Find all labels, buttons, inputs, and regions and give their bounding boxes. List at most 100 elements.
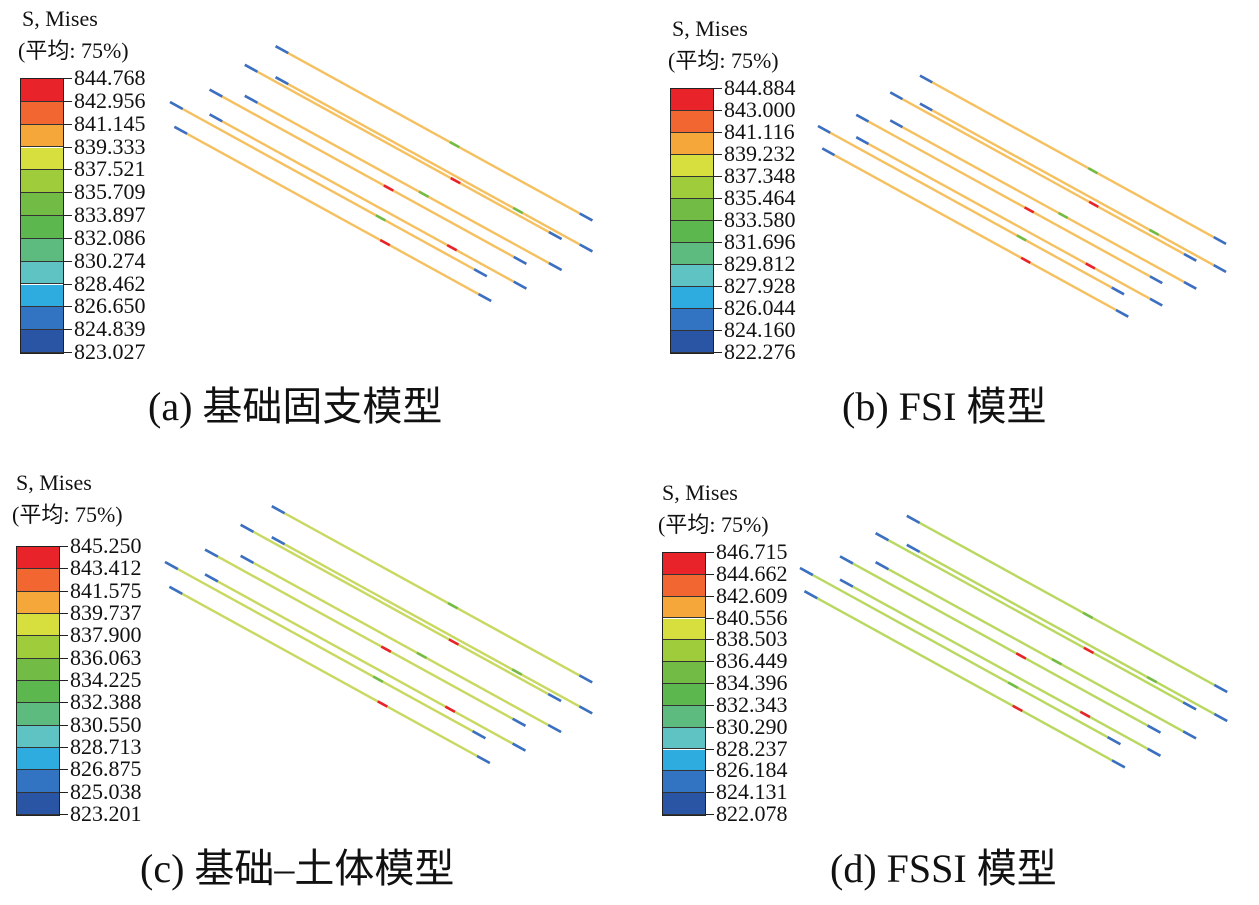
strand-end bbox=[244, 94, 259, 104]
legend-value: 837.521 bbox=[74, 156, 146, 182]
strand-hotspot bbox=[1146, 675, 1158, 684]
legend-value: 832.388 bbox=[70, 689, 142, 715]
legend-tick bbox=[706, 726, 714, 728]
strand-end bbox=[271, 536, 286, 546]
strand bbox=[275, 76, 593, 253]
strand-end bbox=[578, 674, 593, 684]
legend-value: 839.737 bbox=[70, 600, 142, 625]
legend-tick bbox=[706, 792, 714, 794]
legend-subtitle: (平均: 75%) bbox=[12, 502, 123, 527]
legend-value: 824.131 bbox=[716, 779, 788, 805]
legend-tick bbox=[64, 192, 72, 194]
legend-value: 835.709 bbox=[74, 179, 146, 205]
legend-tick bbox=[60, 680, 68, 681]
strand bbox=[271, 536, 593, 715]
legend-value: 831.696 bbox=[724, 229, 796, 254]
legend-value: 834.225 bbox=[70, 667, 142, 692]
strand-hotspot bbox=[418, 190, 430, 198]
strand-hotspot bbox=[1085, 262, 1096, 270]
legend-swatch bbox=[671, 331, 713, 353]
strand-hotspot bbox=[1020, 256, 1031, 264]
legend-swatch bbox=[663, 727, 705, 750]
strand-hotspot bbox=[448, 638, 460, 646]
strand bbox=[821, 147, 1129, 318]
strand-end bbox=[1213, 683, 1228, 694]
legend-tick bbox=[64, 352, 72, 353]
color-legend bbox=[670, 88, 714, 354]
strand bbox=[889, 91, 1197, 262]
legend-value: 836.063 bbox=[70, 644, 142, 670]
legend-swatch bbox=[21, 238, 63, 262]
legend-swatch bbox=[663, 684, 705, 706]
legend-value: 825.038 bbox=[70, 778, 142, 804]
strand-hotspot bbox=[1148, 228, 1160, 237]
legend-swatch bbox=[21, 101, 63, 125]
strand-end bbox=[875, 532, 890, 542]
strand-end bbox=[1147, 747, 1162, 757]
legend-value: 830.290 bbox=[716, 713, 788, 739]
legend-swatch bbox=[21, 79, 63, 102]
legend-value: 829.812 bbox=[724, 251, 796, 276]
legend-swatch bbox=[671, 133, 713, 155]
legend-swatch bbox=[663, 662, 705, 684]
legend-swatch bbox=[663, 596, 705, 619]
strand bbox=[204, 548, 527, 727]
color-legend bbox=[20, 78, 64, 354]
legend-tick bbox=[60, 546, 68, 547]
legend-value: 841.575 bbox=[70, 577, 142, 603]
legend-tick bbox=[714, 330, 722, 331]
legend-swatch bbox=[663, 574, 705, 597]
color-legend bbox=[662, 552, 706, 816]
strand-hotspot bbox=[1012, 704, 1023, 713]
strand bbox=[169, 100, 488, 278]
legend-value: 839.232 bbox=[724, 141, 796, 166]
legend-swatch bbox=[21, 330, 63, 353]
legend-swatch bbox=[17, 770, 59, 793]
strand-end bbox=[919, 74, 933, 84]
legend-swatch bbox=[671, 265, 713, 287]
strand-hotspot bbox=[1079, 710, 1091, 719]
legend-value: 826.875 bbox=[70, 756, 142, 782]
strand-hotspot bbox=[1088, 200, 1099, 208]
legend-swatch bbox=[21, 284, 63, 308]
strand-end bbox=[208, 113, 223, 123]
legend-tick bbox=[714, 198, 722, 199]
strand-hotspot bbox=[512, 206, 524, 215]
legend-title: S, Mises bbox=[662, 480, 738, 505]
strand-end bbox=[473, 268, 488, 278]
strand bbox=[839, 578, 1162, 757]
strand-end bbox=[548, 230, 563, 241]
legend-swatch bbox=[17, 703, 59, 726]
strand-end bbox=[274, 45, 289, 55]
legend-tick bbox=[706, 683, 714, 684]
strand-hotspot bbox=[449, 140, 460, 149]
legend-value: 837.348 bbox=[724, 163, 796, 188]
legend-value: 826.650 bbox=[74, 293, 146, 319]
strand bbox=[209, 88, 527, 265]
strand-end bbox=[875, 561, 890, 571]
legend-value: 822.078 bbox=[716, 801, 788, 826]
legend-swatch bbox=[671, 221, 713, 243]
strand-end bbox=[919, 102, 933, 112]
strand-hotspot bbox=[1023, 206, 1035, 214]
strand-hotspot bbox=[383, 184, 394, 192]
legend-swatch bbox=[17, 569, 59, 592]
strand bbox=[173, 125, 492, 303]
strand-end bbox=[204, 573, 219, 583]
legend-value: 845.250 bbox=[70, 533, 142, 558]
strand-end bbox=[821, 147, 836, 157]
legend-tick bbox=[60, 568, 68, 570]
legend-value: 839.333 bbox=[74, 133, 146, 159]
legend-swatch bbox=[21, 216, 63, 239]
strand-end bbox=[169, 100, 184, 111]
strand-hotspot bbox=[511, 668, 523, 676]
legend-tick bbox=[706, 814, 714, 815]
strand-end bbox=[1183, 252, 1197, 262]
strand-end bbox=[799, 566, 814, 577]
strand bbox=[803, 590, 1126, 769]
strand-end bbox=[476, 754, 491, 765]
strand-end bbox=[512, 742, 527, 752]
legend-tick bbox=[64, 283, 72, 285]
legend-value: 827.928 bbox=[724, 273, 796, 298]
legend-swatch bbox=[17, 636, 59, 659]
